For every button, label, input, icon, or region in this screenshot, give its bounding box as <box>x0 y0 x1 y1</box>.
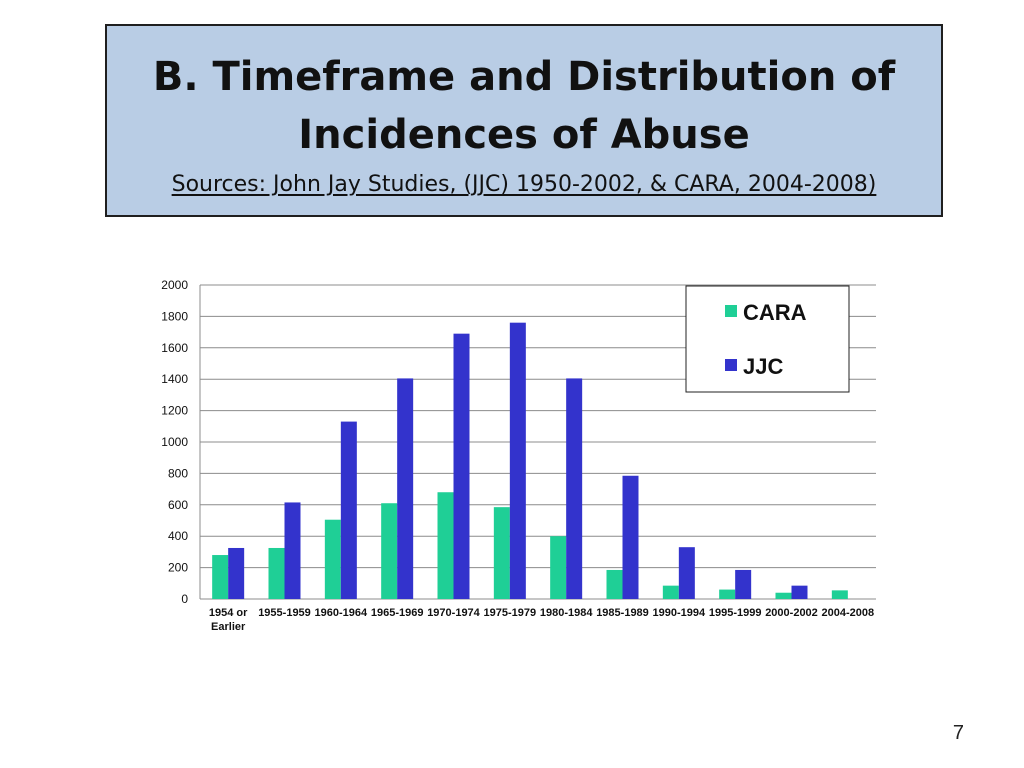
bar-jjc <box>735 569 752 599</box>
x-tick-label: 1955-1959 <box>258 607 311 619</box>
bar-jjc <box>397 378 414 599</box>
y-tick-label: 1600 <box>161 341 188 355</box>
bar-cara <box>719 589 736 599</box>
x-tick-label: 2000-2002 <box>765 607 818 619</box>
x-tick-label: 1960-1964 <box>315 607 368 619</box>
bar-jjc <box>340 421 357 599</box>
legend-swatch-cara <box>725 305 737 317</box>
legend-label-cara: CARA <box>743 300 807 325</box>
bar-cara <box>606 569 623 599</box>
page-number: 7 <box>952 722 964 744</box>
bar-jjc <box>453 333 470 599</box>
y-tick-label: 2000 <box>161 278 188 292</box>
slide-title-line-2: Incidences of Abuse <box>298 112 750 158</box>
bar-cara <box>493 507 510 599</box>
bar-cara <box>212 555 229 599</box>
y-tick-label: 0 <box>181 592 188 606</box>
bar-cara <box>831 590 848 599</box>
x-tick-label: 1954 or <box>209 607 248 619</box>
legend-label-jjc: JJC <box>743 354 783 379</box>
x-tick-label: 1995-1999 <box>709 607 762 619</box>
slide-title-line-1: B. Timeframe and Distribution of <box>152 54 896 100</box>
x-tick-label: 1985-1989 <box>596 607 649 619</box>
bar-jjc <box>566 378 583 599</box>
legend-swatch-jjc <box>725 359 737 371</box>
x-tick-label: 1975-1979 <box>484 607 537 619</box>
title-box: B. Timeframe and Distribution of Inciden… <box>105 24 943 217</box>
x-tick-label: 1970-1974 <box>427 607 480 619</box>
bar-jjc <box>678 547 695 599</box>
bar-cara <box>775 592 792 599</box>
bar-cara <box>268 547 285 599</box>
slide-subtitle: Sources: John Jay Studies, (JJC) 1950-20… <box>171 172 877 197</box>
bar-jjc <box>284 502 301 599</box>
bar-cara <box>324 519 341 599</box>
y-tick-label: 1200 <box>161 404 188 418</box>
bar-cara <box>662 585 679 599</box>
y-tick-label: 400 <box>168 529 188 543</box>
bar-cara <box>381 503 398 599</box>
x-tick-label: 1990-1994 <box>653 607 706 619</box>
bar-jjc <box>509 322 526 599</box>
y-tick-label: 200 <box>168 561 188 575</box>
bar-jjc <box>622 475 639 599</box>
y-tick-label: 600 <box>168 498 188 512</box>
x-tick-label: 1980-1984 <box>540 607 593 619</box>
bar-cara <box>437 492 454 599</box>
y-tick-label: 1400 <box>161 372 188 386</box>
bar-jjc <box>791 585 808 599</box>
bar-cara <box>550 536 567 599</box>
x-tick-label: 1965-1969 <box>371 607 424 619</box>
y-tick-label: 1800 <box>161 309 188 323</box>
y-tick-label: 800 <box>168 466 188 480</box>
x-tick-label: Earlier <box>211 621 246 633</box>
bar-jjc <box>228 547 245 599</box>
y-tick-label: 1000 <box>161 435 188 449</box>
x-tick-label: 2004-2008 <box>822 607 875 619</box>
legend-box <box>685 285 850 393</box>
